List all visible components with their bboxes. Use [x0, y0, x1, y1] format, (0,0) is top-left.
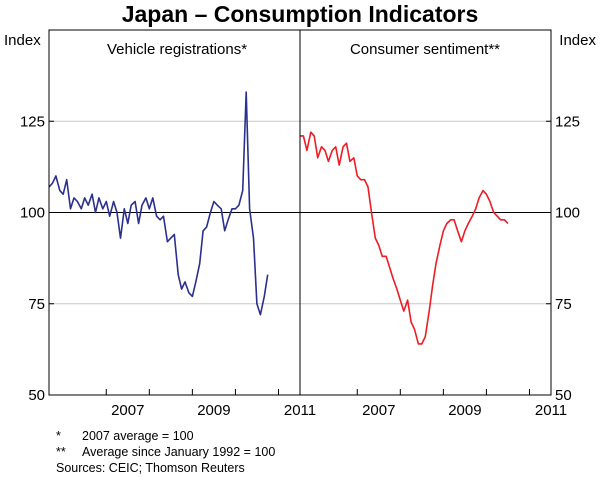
xtick-label-p0-2007: 2007 [111, 402, 144, 419]
footnote-1-text: 2007 average = 100 [82, 429, 194, 443]
xtick-label-p1-2007: 2007 [362, 402, 395, 419]
right-axis-label: Index [559, 32, 596, 49]
series-lines [48, 91, 509, 345]
footnote-2-mark: ** [56, 445, 66, 459]
xtick-label-p1-2009: 2009 [448, 402, 481, 419]
ytick-label-left-75: 75 [28, 296, 45, 313]
ytick-label-left-100: 100 [20, 205, 45, 222]
ytick-label-left-125: 125 [20, 113, 45, 130]
series-line-vehicle-registrations [48, 91, 269, 316]
footnote-2-text: Average since January 1992 = 100 [82, 445, 276, 459]
xtick-label-p0-2009: 2009 [197, 402, 230, 419]
panel-title-vehicle: Vehicle registrations* [107, 41, 247, 58]
footnotes: * 2007 average = 100 ** Average since Janu… [56, 428, 275, 476]
footnote-1-mark: * [56, 429, 61, 443]
ytick-label-right-125: 125 [555, 113, 580, 130]
chart-title: Japan – Consumption Indicators [122, 1, 479, 27]
left-axis-label: Index [4, 32, 41, 49]
source-note: Sources: CEIC; Thomson Reuters [56, 461, 245, 475]
panel-title-sentiment: Consumer sentiment** [350, 41, 500, 58]
ytick-label-right-100: 100 [555, 205, 580, 222]
xtick-label-p0-2011: 2011 [284, 402, 316, 419]
footnote-1: * 2007 average = 100 [56, 428, 275, 444]
series-line-consumer-sentiment [300, 131, 509, 345]
ytick-label-right-50: 50 [555, 387, 572, 404]
axis-ticks: 50 50 75 75 100 100 125 125 2007 2009 2011 2007 2009… [20, 113, 580, 419]
xtick-label-p1-2011: 2011 [535, 402, 567, 419]
ytick-label-left-50: 50 [28, 387, 45, 404]
footnote-2: ** Average since January 1992 = 100 [56, 444, 275, 460]
ytick-label-right-75: 75 [555, 296, 572, 313]
